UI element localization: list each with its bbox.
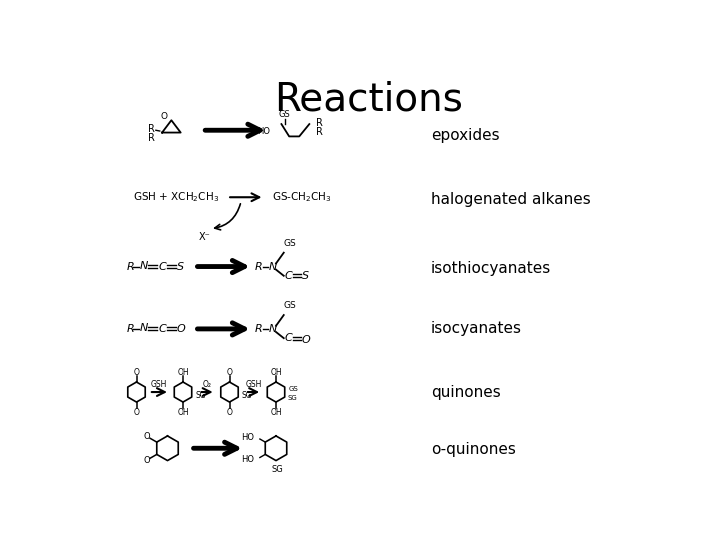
Text: O: O [143,456,150,465]
Text: R: R [315,118,323,127]
Text: isothiocyanates: isothiocyanates [431,261,552,276]
Text: O: O [161,112,168,121]
Text: R: R [315,127,323,137]
Text: SG: SG [287,395,297,401]
Text: O: O [227,408,233,416]
Text: R: R [254,261,262,272]
Text: epoxides: epoxides [431,128,500,143]
Text: R: R [127,261,135,272]
Text: R: R [148,125,155,134]
Text: S: S [177,261,184,272]
Text: N: N [140,261,148,271]
Text: HO: HO [241,433,254,442]
Text: O₂: O₂ [202,380,212,389]
Text: C: C [284,333,292,343]
Text: GS: GS [284,301,297,310]
Text: GSH: GSH [150,380,167,389]
Text: R: R [254,324,262,334]
Text: SG: SG [271,465,284,474]
Text: N: N [269,324,277,334]
Text: O: O [134,408,140,416]
Text: HO: HO [258,127,271,136]
Text: OH: OH [177,408,189,416]
Text: N: N [140,323,148,333]
Text: C: C [284,271,292,281]
Text: Reactions: Reactions [274,80,464,118]
Text: OH: OH [270,368,282,376]
Text: O: O [176,324,185,334]
Text: GS-CH$_2$CH$_3$: GS-CH$_2$CH$_3$ [272,190,332,204]
Text: X⁻: X⁻ [199,232,210,241]
Text: N: N [269,261,277,272]
Text: SG: SG [195,390,206,400]
Text: OH: OH [270,408,282,416]
Text: isocyanates: isocyanates [431,321,522,336]
Text: GS: GS [279,110,290,119]
Text: o-quinones: o-quinones [431,442,516,457]
Text: GS: GS [289,386,298,392]
Text: R: R [127,324,135,334]
Text: O: O [134,368,140,376]
Text: GSH + XCH$_2$CH$_3$: GSH + XCH$_2$CH$_3$ [132,190,219,204]
Text: S: S [302,271,309,281]
Text: O: O [143,432,150,441]
Text: O: O [227,368,233,376]
Text: halogenated alkanes: halogenated alkanes [431,192,590,207]
Text: C: C [158,324,166,334]
Text: quinones: quinones [431,384,500,400]
Text: OH: OH [177,368,189,376]
Text: GSH: GSH [246,380,261,389]
Text: R: R [148,133,155,143]
Text: C: C [158,261,166,272]
Text: SG: SG [242,390,253,400]
Text: GS: GS [284,239,297,248]
Text: HO: HO [241,455,254,464]
Text: O: O [301,335,310,345]
